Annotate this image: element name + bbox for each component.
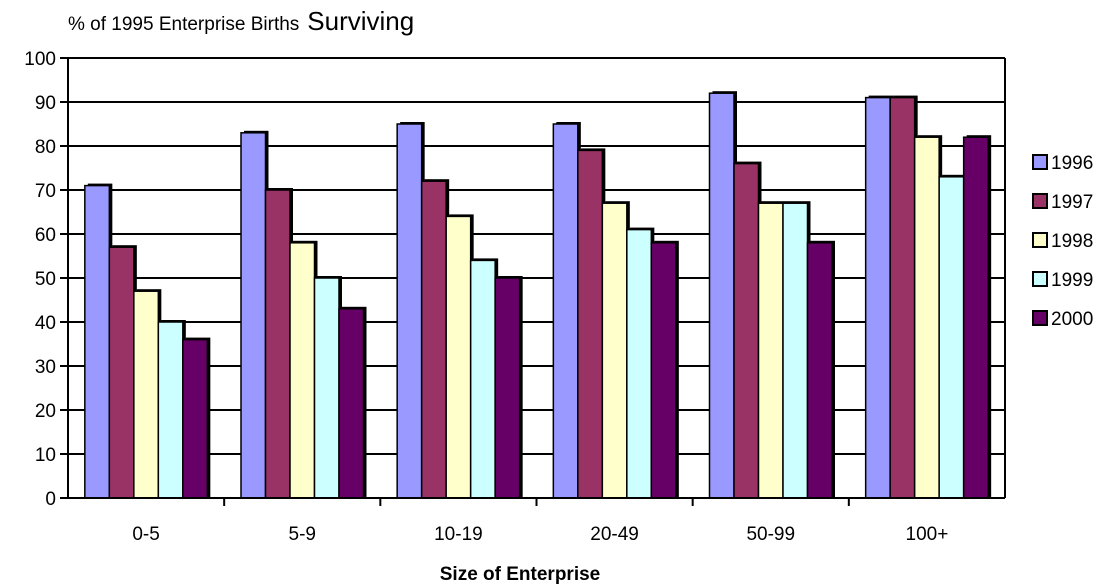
bar-100+-1996 <box>864 96 891 499</box>
gridlines <box>68 57 1005 455</box>
y-tick-labels: 0 10 20 30 40 50 60 70 80 90 100 <box>24 49 56 510</box>
y-tick-label: 10 <box>35 445 56 466</box>
y-tick-label: 30 <box>35 357 56 378</box>
x-axis-title: Size of Enterprise <box>440 564 601 585</box>
bar-20-49-1996 <box>552 123 579 499</box>
bar-0-5-2000 <box>182 338 209 499</box>
bar-20-49-2000 <box>650 242 677 499</box>
chart-title-emphasis: Surviving <box>307 6 414 36</box>
legend-label-1998: 1998 <box>1051 231 1093 252</box>
y-tick-label: 40 <box>35 313 56 334</box>
legend-swatch-2000 <box>1032 310 1048 326</box>
axes <box>60 57 1006 506</box>
chart-title-main: % of 1995 Enterprise Births <box>68 14 299 35</box>
bar-10-19-1996 <box>396 123 423 499</box>
bar-10-19-1997 <box>420 180 447 499</box>
bar-5-9-1996 <box>240 132 267 499</box>
bar-10-19-1998 <box>445 215 472 499</box>
y-tick-label: 90 <box>35 93 56 114</box>
y-tick-label: 70 <box>35 181 56 202</box>
bar-10-19-2000 <box>494 277 521 499</box>
bar-0-5-1996 <box>84 184 111 499</box>
legend-label-1997: 1997 <box>1051 192 1093 213</box>
chart-title: % of 1995 Enterprise Births Surviving <box>68 6 414 36</box>
x-tick-label: 20-49 <box>590 524 639 545</box>
bar-20-49-1999 <box>626 228 653 499</box>
y-tick-label: 100 <box>24 49 56 70</box>
bar-50-99-1996 <box>708 92 735 499</box>
bar-5-9-1997 <box>264 189 291 499</box>
bar-5-9-1998 <box>289 242 316 499</box>
x-tick-label: 0-5 <box>132 524 159 545</box>
bar-0-5-1999 <box>157 321 184 499</box>
bar-5-9-2000 <box>338 308 365 499</box>
bars <box>84 91 992 499</box>
bar-50-99-1999 <box>782 202 809 499</box>
x-tick-label: 50-99 <box>746 524 795 545</box>
legend-swatch-1997 <box>1032 193 1048 209</box>
y-tick-label: 50 <box>35 269 56 290</box>
legend: 1996 1997 1998 1999 2000 <box>1032 153 1093 330</box>
legend-label-1996: 1996 <box>1051 153 1093 174</box>
legend-swatch-1999 <box>1032 271 1048 287</box>
legend-swatch-1996 <box>1032 154 1048 170</box>
y-tick-label: 60 <box>35 225 56 246</box>
legend-label-2000: 2000 <box>1051 309 1093 330</box>
bar-0-5-1997 <box>108 246 135 499</box>
legend-label-1999: 1999 <box>1051 270 1093 291</box>
bar-10-19-1999 <box>469 259 496 499</box>
bar-100+-1997 <box>889 96 916 499</box>
legend-swatch-1998 <box>1032 232 1048 248</box>
bar-0-5-1998 <box>133 290 160 499</box>
x-tick-label: 10-19 <box>434 524 483 545</box>
bar-100+-1999 <box>938 176 965 499</box>
x-tick-label: 5-9 <box>289 524 316 545</box>
bar-5-9-1999 <box>313 277 340 499</box>
y-tick-label: 20 <box>35 401 56 422</box>
bar-100+-2000 <box>962 136 989 499</box>
bar-20-49-1997 <box>577 149 604 499</box>
y-tick-label: 80 <box>35 137 56 158</box>
x-tick-labels: 0-5 5-9 10-19 20-49 50-99 100+ <box>132 524 948 545</box>
bar-50-99-1998 <box>757 202 784 499</box>
bar-20-49-1998 <box>601 202 628 499</box>
y-tick-label: 0 <box>45 489 56 510</box>
bar-50-99-2000 <box>806 242 833 499</box>
bar-50-99-1997 <box>733 162 760 499</box>
bar-100+-1998 <box>913 136 940 499</box>
x-tick-label: 100+ <box>906 524 949 545</box>
